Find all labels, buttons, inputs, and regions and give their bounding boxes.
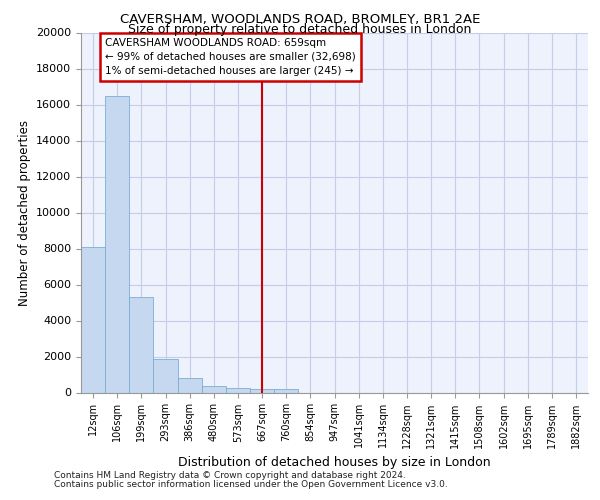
Bar (81, 246, 105, 392)
Bar (178, 378, 202, 392)
Text: CAVERSHAM, WOODLANDS ROAD, BROMLEY, BR1 2AE: CAVERSHAM, WOODLANDS ROAD, BROMLEY, BR1 … (120, 12, 480, 26)
Bar (129, 297, 154, 392)
Bar (226, 388, 250, 392)
Bar (202, 386, 226, 392)
Bar (274, 389, 298, 392)
Bar (250, 389, 274, 392)
X-axis label: Distribution of detached houses by size in London: Distribution of detached houses by size … (178, 456, 491, 469)
Bar (105, 96, 129, 393)
Text: Contains HM Land Registry data © Crown copyright and database right 2024.: Contains HM Land Registry data © Crown c… (54, 471, 406, 480)
Y-axis label: Number of detached properties: Number of detached properties (17, 120, 31, 306)
Text: CAVERSHAM WOODLANDS ROAD: 659sqm
← 99% of detached houses are smaller (32,698)
1: CAVERSHAM WOODLANDS ROAD: 659sqm ← 99% o… (105, 38, 356, 76)
Text: Size of property relative to detached houses in London: Size of property relative to detached ho… (128, 22, 472, 36)
Bar (154, 359, 178, 392)
Text: Contains public sector information licensed under the Open Government Licence v3: Contains public sector information licen… (54, 480, 448, 489)
